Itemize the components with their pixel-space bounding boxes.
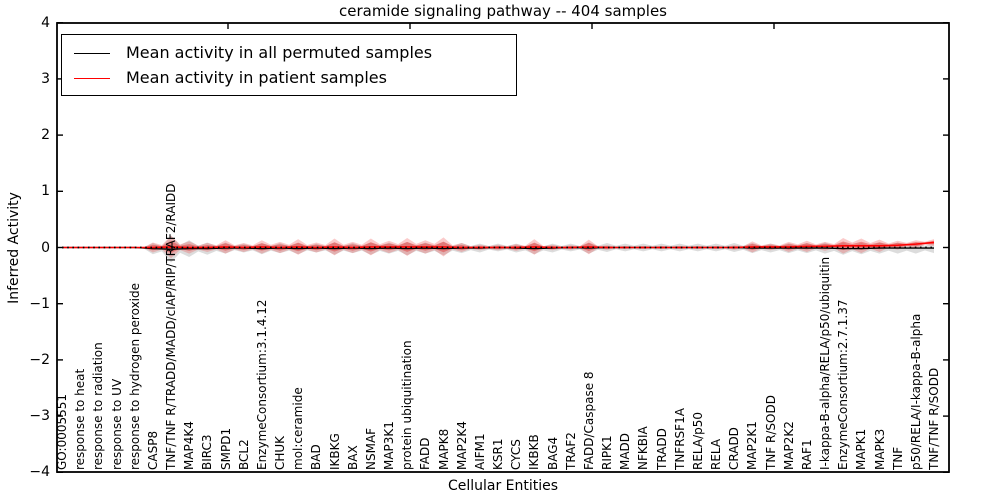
legend-item-patient: Mean activity in patient samples xyxy=(62,66,516,92)
permuted-line-swatch xyxy=(74,53,110,54)
legend-label-permuted: Mean activity in all permuted samples xyxy=(126,43,433,62)
legend-item-permuted: Mean activity in all permuted samples xyxy=(62,41,516,67)
legend-box: Mean activity in all permuted samples Me… xyxy=(61,34,517,96)
chart-title: ceramide signaling pathway -- 404 sample… xyxy=(338,2,667,20)
x-axis-label: Cellular Entities xyxy=(447,478,559,494)
legend-label-patient: Mean activity in patient samples xyxy=(126,68,387,87)
permuted-std-band xyxy=(62,235,935,263)
patient-line-swatch xyxy=(74,78,110,79)
patient-mean-line xyxy=(62,241,935,249)
